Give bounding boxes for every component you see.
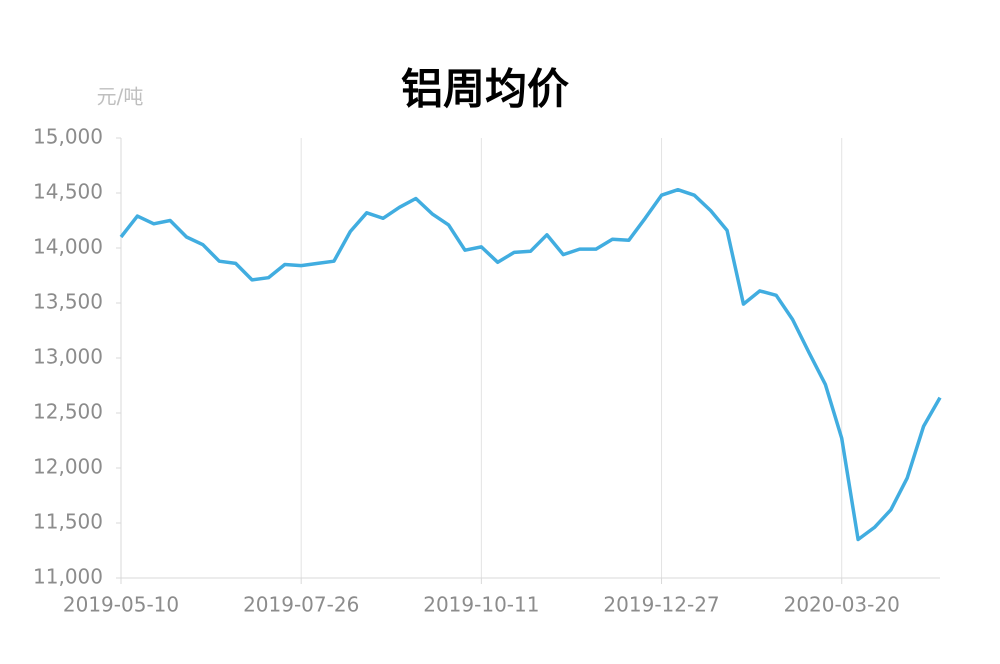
x-tick-label: 2019-07-26 <box>243 593 359 617</box>
y-tick-label: 14,000 <box>33 235 103 259</box>
series-line <box>119 187 942 542</box>
y-tick-label: 14,500 <box>33 180 103 204</box>
x-tick-label: 2020-03-20 <box>784 593 900 617</box>
y-unit: 元/吨 <box>97 85 144 109</box>
y-tick-label: 12,000 <box>33 455 103 479</box>
y-tick-label: 11,000 <box>33 565 103 589</box>
y-tick-label: 11,500 <box>33 510 103 534</box>
y-tick-label: 12,500 <box>33 400 103 424</box>
x-tick-label: 2019-10-11 <box>423 593 539 617</box>
chart-title: 铝周均价 <box>401 65 569 114</box>
y-tick-label: 13,000 <box>33 345 103 369</box>
x-tick-label: 2019-12-27 <box>603 593 719 617</box>
y-tick-label: 15,000 <box>33 125 103 149</box>
x-tick-label: 2019-05-10 <box>63 593 179 617</box>
y-tick-label: 13,500 <box>33 290 103 314</box>
